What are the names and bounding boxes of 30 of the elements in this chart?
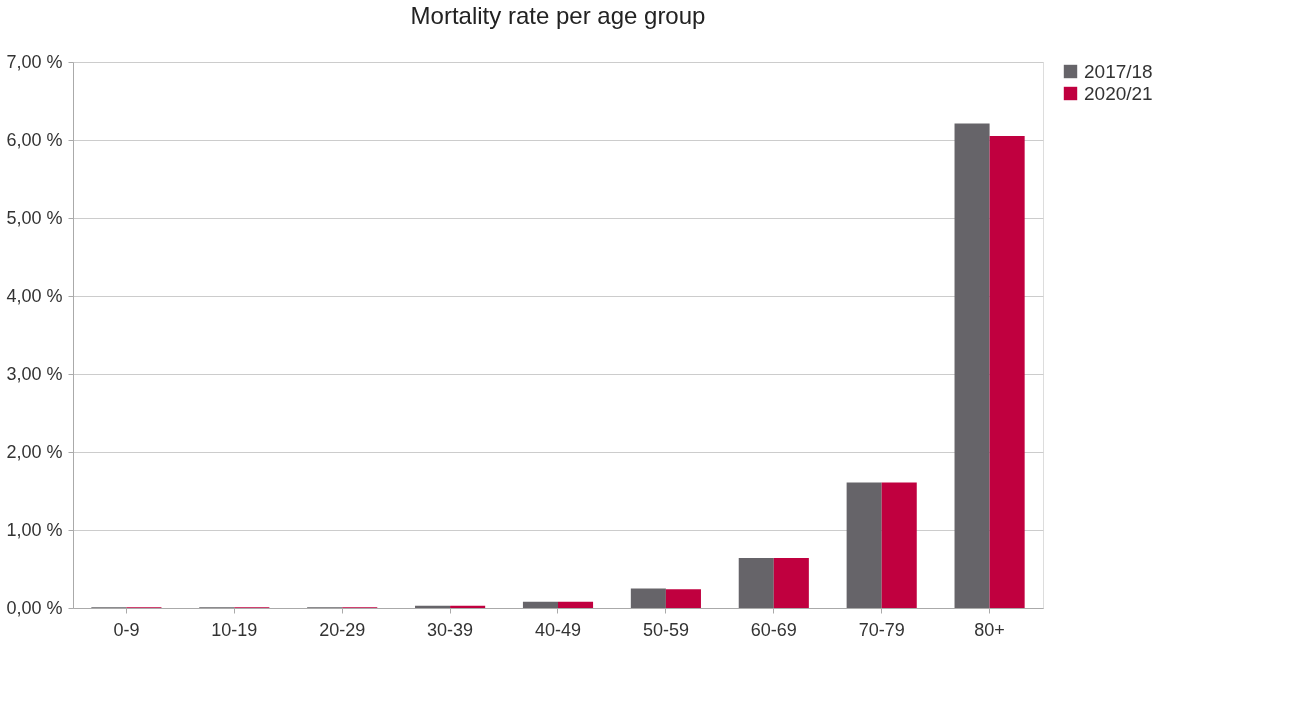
bar [630, 588, 666, 608]
bar [522, 601, 558, 608]
x-tick-label: 50-59 [642, 619, 689, 640]
bar [558, 601, 594, 608]
y-tick-label: 7,00 % [6, 51, 63, 72]
legend-label: 2017/18 [1084, 60, 1153, 82]
bar [738, 558, 774, 608]
y-tick-label: 5,00 % [6, 207, 63, 228]
bar [989, 136, 1025, 608]
x-tick-label: 40-49 [534, 619, 582, 640]
bar [954, 123, 990, 608]
x-tick-label: 30-39 [427, 619, 474, 640]
bar [773, 558, 809, 608]
bar [665, 589, 701, 608]
y-tick-label: 0,00 % [6, 597, 63, 618]
legend-label: 2020/21 [1084, 82, 1153, 104]
bar [846, 482, 882, 608]
y-tick-label: 4,00 % [6, 285, 63, 306]
x-tick-label: 80+ [974, 619, 1005, 640]
x-tick-label: 10-19 [211, 619, 258, 640]
y-tick-label: 1,00 % [6, 519, 63, 540]
y-tick-label: 3,00 % [6, 363, 63, 384]
x-tick-label: 70-79 [858, 619, 905, 640]
y-tick-label: 2,00 % [6, 441, 63, 462]
x-tick-label: 60-69 [750, 619, 797, 640]
chart-title: Mortality rate per age group [410, 2, 706, 29]
bar [881, 482, 917, 608]
x-tick-label: 0-9 [113, 619, 140, 640]
y-tick-label: 6,00 % [6, 129, 63, 150]
x-tick-label: 20-29 [319, 619, 366, 640]
